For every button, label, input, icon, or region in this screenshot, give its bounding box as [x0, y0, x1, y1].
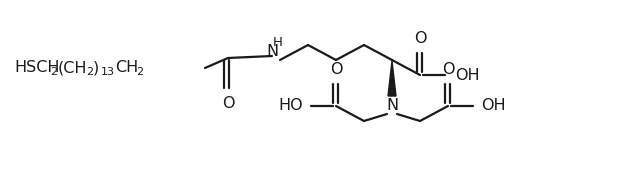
Text: N: N: [386, 98, 398, 113]
Text: ): ): [93, 61, 99, 76]
Text: 2: 2: [86, 67, 93, 77]
Text: 2: 2: [136, 67, 143, 77]
Text: O: O: [221, 96, 234, 111]
Polygon shape: [388, 61, 396, 96]
Text: H: H: [273, 36, 283, 48]
Text: O: O: [442, 62, 454, 77]
Text: O: O: [413, 31, 426, 46]
Text: OH: OH: [481, 98, 506, 113]
Text: N: N: [266, 44, 278, 59]
Text: (CH: (CH: [58, 61, 88, 76]
Text: HO: HO: [278, 98, 303, 113]
Text: 13: 13: [101, 67, 115, 77]
Text: 2: 2: [50, 67, 57, 77]
Text: CH: CH: [115, 61, 138, 76]
Text: O: O: [330, 62, 342, 77]
Text: OH: OH: [455, 68, 479, 83]
Text: HSCH: HSCH: [14, 61, 60, 76]
